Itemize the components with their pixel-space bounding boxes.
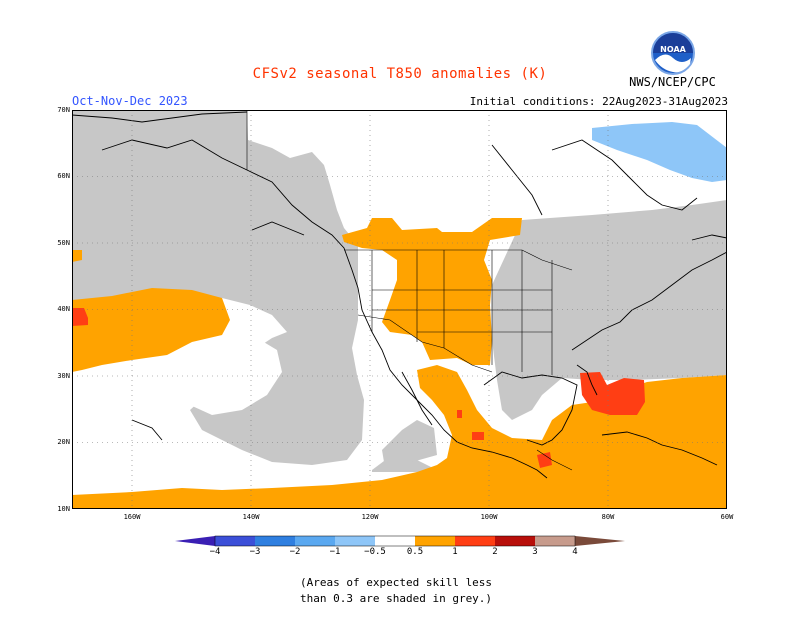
colorbar-bin [535,536,575,546]
lat-label: 30N [57,372,70,380]
colorbar-label: 4 [572,547,578,557]
skill-note-line: than 0.3 are shaded in grey.) [300,592,493,605]
map-frame [72,110,727,509]
colorbar-label: 1 [452,547,458,557]
colorbar-label: −4 [209,547,221,557]
colorbar-bin [295,536,335,546]
skill-note-line: (Areas of expected skill less [300,576,493,589]
colorbar-label: 3 [532,547,538,557]
lat-label: 10N [57,505,70,513]
colorbar-label: 0.5 [406,547,424,557]
lon-label: 60W [720,513,734,521]
lon-label: 100W [480,513,498,521]
colorbar-bin [415,536,455,546]
graticule [72,110,727,509]
anomaly-map [72,110,727,509]
initial-conditions-label: Initial conditions: 22Aug2023-31Aug2023 [469,95,728,108]
strong-warm-anomaly-regions [72,308,645,468]
coastlines [72,111,727,479]
colorbar-arrow-low [175,536,215,546]
colorbar-bin [255,536,295,546]
lat-label: 40N [57,305,70,313]
political-borders [246,110,573,471]
lat-label: 20N [57,438,70,446]
lon-label: 80W [601,513,615,521]
low-skill-regions [72,110,727,472]
lat-label: 60N [57,172,70,180]
lat-label: 70N [57,106,70,114]
colorbar-bin [335,536,375,546]
colorbar-arrow-high [575,536,625,546]
colorbar-bin [455,536,495,546]
colorbar-label: −2 [289,547,301,557]
colorbar-bin [375,536,415,546]
colorbar [175,535,625,547]
lon-label: 120W [361,513,379,521]
noaa-logo-text: NOAA [660,45,686,54]
colorbar-label: −3 [249,547,261,557]
lon-label: 140W [242,513,260,521]
colorbar-label: −0.5 [364,547,386,557]
warm-anomaly-regions [72,218,727,509]
cold-anomaly-region [592,122,727,182]
colorbar-bin [215,536,255,546]
noaa-logo: NOAA [651,31,695,75]
agency-label: NWS/NCEP/CPC [629,75,716,89]
season-label: Oct-Nov-Dec 2023 [72,94,188,108]
map-title: CFSv2 seasonal T850 anomalies (K) [252,66,548,82]
lon-label: 160W [123,513,141,521]
colorbar-label: 2 [492,547,498,557]
lat-label: 50N [57,239,70,247]
skill-note: (Areas of expected skill less than 0.3 a… [300,575,580,607]
colorbar-bin [495,536,535,546]
colorbar-label: −1 [329,547,341,557]
